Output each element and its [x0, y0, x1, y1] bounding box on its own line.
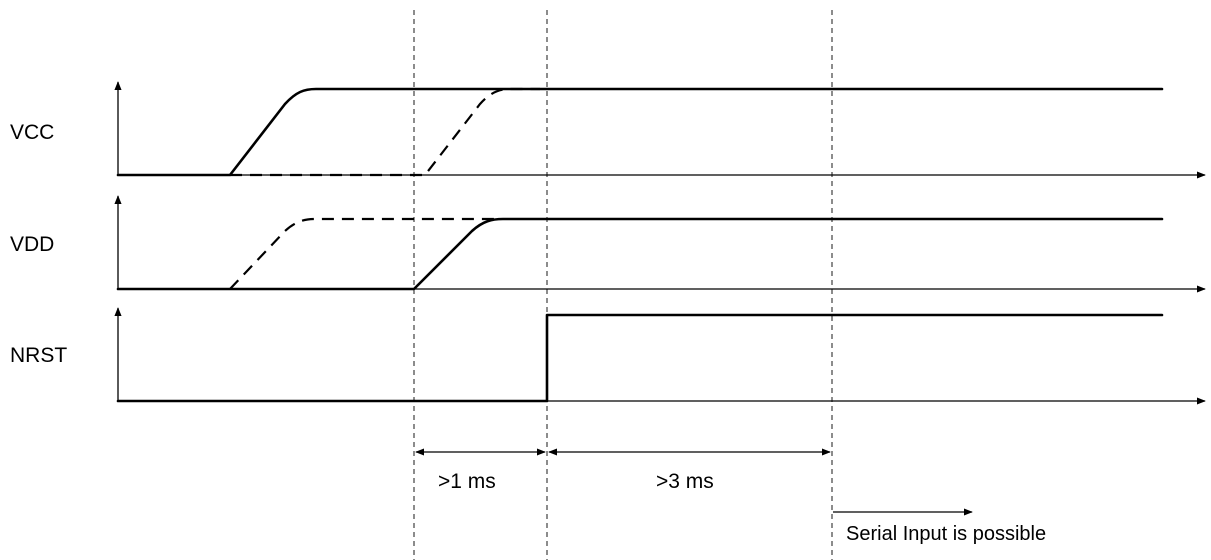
interval-1ms-label: >1 ms — [438, 470, 496, 493]
vdd-waveform — [116, 217, 1164, 291]
nrst-label: NRST — [10, 344, 67, 367]
nrst-waveform — [116, 313, 1164, 403]
timing-guides — [413, 10, 833, 560]
vcc-waveform — [116, 87, 1164, 177]
vcc-waveform-alternate — [230, 87, 540, 177]
vcc-label: VCC — [10, 121, 54, 144]
vdd-label: VDD — [10, 233, 54, 256]
axes — [114, 81, 1206, 405]
serial-input-note: Serial Input is possible — [846, 523, 1046, 545]
interval-3ms-label: >3 ms — [656, 470, 714, 493]
vdd-waveform-alternate — [229, 217, 500, 290]
